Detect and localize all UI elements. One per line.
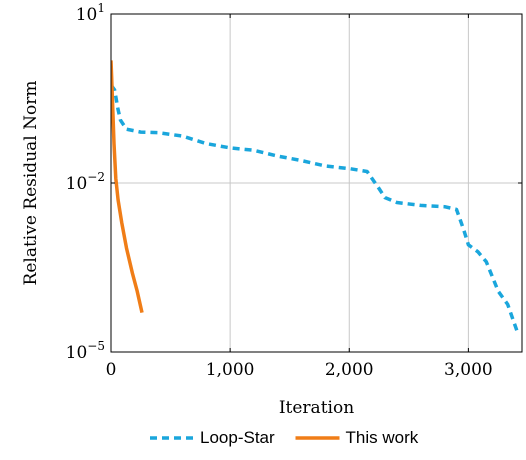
x-tick-label: 0 <box>106 360 117 380</box>
series-lines <box>111 60 521 336</box>
grid-lines <box>111 14 522 352</box>
y-axis-label: Relative Residual Norm <box>21 81 41 286</box>
legend: Loop-Star This work <box>150 428 419 447</box>
x-axis-label: Iteration <box>279 398 354 418</box>
y-tick-label: 10−5 <box>66 339 105 363</box>
series-line-1 <box>111 83 521 336</box>
legend-label-2: This work <box>346 428 419 447</box>
y-tick-label: 101 <box>76 1 105 25</box>
y-tick-label: 10−2 <box>66 170 105 194</box>
legend-label-1: Loop-Star <box>200 428 275 447</box>
series-line-2 <box>111 60 144 313</box>
x-tick-label: 2,000 <box>325 360 374 380</box>
tick-labels: 0 1,000 2,000 3,000 101 10−2 10−5 <box>66 1 522 380</box>
x-tick-label: 3,000 <box>444 360 493 380</box>
x-tick-label: 1,000 <box>206 360 255 380</box>
